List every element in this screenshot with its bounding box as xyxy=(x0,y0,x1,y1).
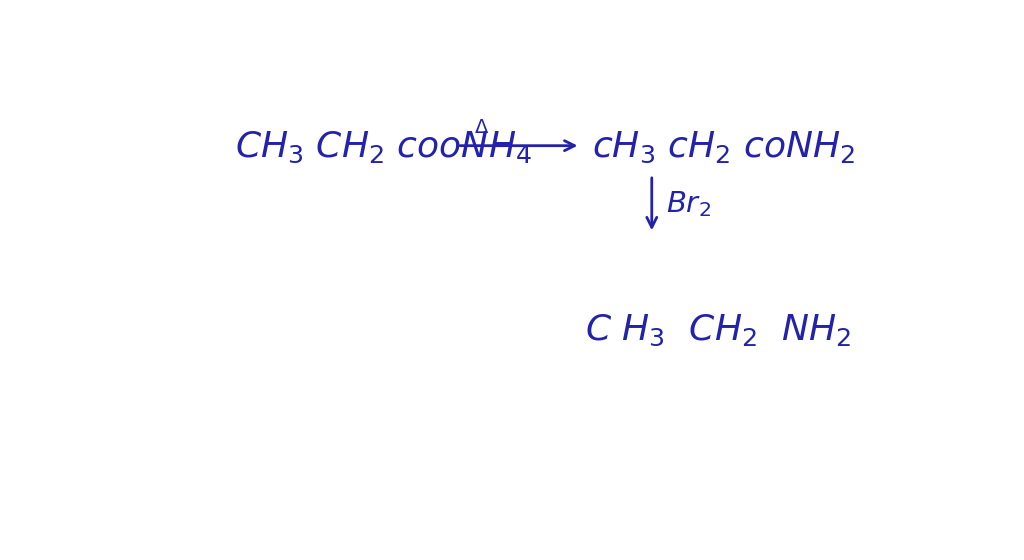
Text: $\mathit{C}$ $\mathit{H}_3$  $\mathit{C}\mathit{H}_2$  $\mathit{N}\mathit{H}_2$: $\mathit{C}$ $\mathit{H}_3$ $\mathit{C}\… xyxy=(585,312,851,348)
Text: $\mathit{c}\mathit{H}_3$ $\mathit{c}\mathit{H}_2$ $\mathit{c}\mathit{o}\mathit{N: $\mathit{c}\mathit{H}_3$ $\mathit{c}\mat… xyxy=(592,129,855,165)
Text: Br$_2$: Br$_2$ xyxy=(666,189,712,219)
Text: $\mathit{C}$$\mathit{H}_3$ $\mathit{C}\mathit{H}_2$ $\mathit{c}\mathit{o}\mathit: $\mathit{C}$$\mathit{H}_3$ $\mathit{C}\m… xyxy=(236,129,531,165)
Text: Δ: Δ xyxy=(474,118,487,137)
